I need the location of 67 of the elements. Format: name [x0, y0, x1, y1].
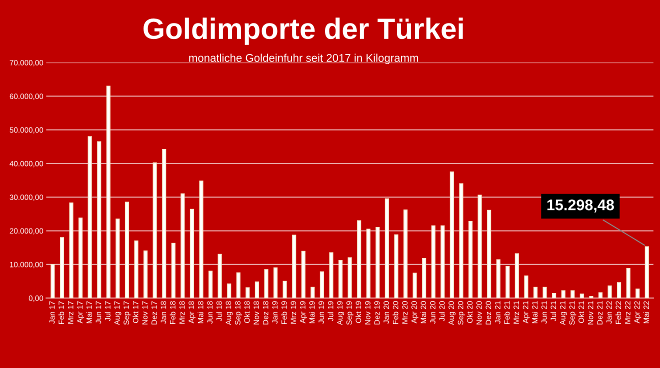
bar: [246, 287, 250, 298]
bar: [644, 246, 649, 298]
bar: [570, 290, 575, 298]
chart-subtitle: monatliche Goldeinfuhr seit 2017 in Kilogramm: [189, 54, 418, 64]
bar: [506, 266, 510, 298]
bar: [617, 282, 622, 298]
bar: [144, 250, 148, 298]
bar: [496, 259, 500, 298]
bar: [394, 234, 398, 298]
bar: [116, 218, 120, 298]
bar: [450, 171, 454, 298]
bar: [598, 292, 603, 298]
bar: [88, 136, 92, 298]
bar: [97, 141, 102, 298]
bar: [384, 198, 389, 298]
bar: [478, 194, 482, 298]
bar: [282, 280, 287, 298]
bar: [431, 225, 436, 298]
bar: [636, 288, 640, 298]
bar: [533, 286, 538, 298]
annotation: 15.298,48: [547, 200, 614, 213]
bar: [580, 294, 584, 298]
bar: [152, 162, 157, 298]
bar: [106, 86, 110, 298]
bar: [180, 193, 185, 298]
bar: [162, 148, 166, 298]
bar: [487, 210, 492, 298]
bar: [542, 286, 547, 298]
bar: [338, 260, 343, 298]
bar: [134, 240, 138, 298]
bar: [320, 271, 324, 298]
bar: [264, 269, 268, 298]
bar: [273, 267, 278, 298]
bar: [468, 220, 473, 298]
bar: [310, 286, 315, 298]
bar: [292, 234, 296, 298]
bar: [422, 258, 426, 298]
bar: [357, 220, 362, 298]
bar: [403, 210, 408, 298]
bar: [60, 237, 64, 298]
bar: [50, 264, 55, 298]
bar: [514, 253, 519, 298]
bar: [69, 202, 74, 298]
bar: [254, 282, 259, 298]
bar: [124, 202, 130, 298]
bar: [329, 252, 334, 298]
bar: [608, 286, 612, 298]
bar: [366, 228, 370, 298]
bar: [348, 257, 352, 298]
bar: [218, 254, 222, 298]
bar: [412, 272, 417, 298]
bar: [376, 227, 380, 298]
bar: [171, 242, 176, 298]
bar: [208, 270, 213, 298]
bar: [440, 225, 445, 298]
bar: [190, 208, 194, 298]
bar: [459, 183, 464, 298]
chart-title: Goldimporte der Türkei: [144, 18, 463, 45]
bar: [227, 284, 232, 298]
bar: [626, 268, 630, 298]
bar: [199, 180, 204, 298]
bar: [524, 275, 528, 298]
bar: [561, 290, 566, 298]
bar: [301, 250, 306, 298]
bar: [552, 292, 556, 298]
bar: [78, 218, 83, 298]
bar: [236, 272, 240, 298]
